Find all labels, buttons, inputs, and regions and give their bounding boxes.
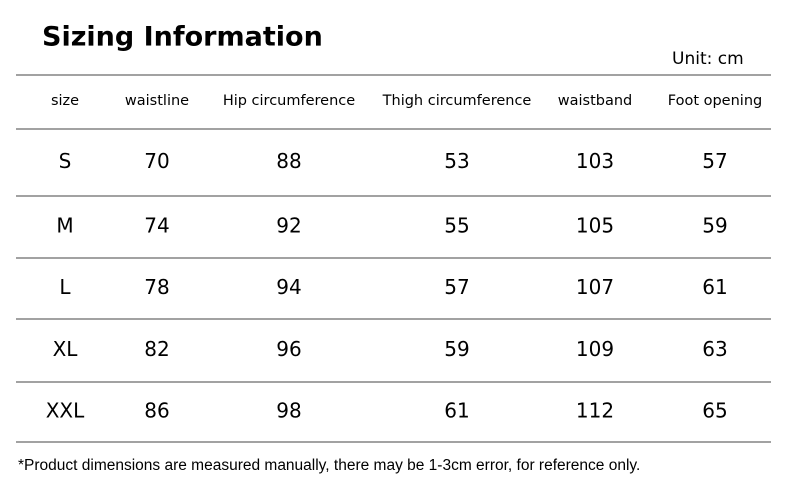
cell: 92 [276,214,301,238]
cell: 109 [576,337,614,361]
title: Sizing Information [42,22,323,53]
cell: 88 [276,149,301,173]
size-label: L [59,275,71,299]
footnote: *Product dimensions are measured manuall… [18,457,640,474]
column-header: Thigh circumference [382,93,532,109]
column-header: waistline [125,93,189,109]
column-header: size [51,93,79,109]
cell: 55 [444,214,469,238]
cell: 98 [276,399,301,423]
column-header: waistband [558,93,633,109]
size-label: XL [53,337,79,361]
unit: Unit: cm [672,49,744,69]
cell: 105 [576,214,614,238]
size-label: M [56,214,73,238]
cell: 61 [444,399,469,423]
cell: 103 [576,149,614,173]
cell: 61 [702,275,727,299]
cell: 59 [444,337,469,361]
cell: 57 [444,275,469,299]
cell: 86 [144,399,169,423]
cell: 59 [702,214,727,238]
size-label: S [59,149,72,173]
cell: 107 [576,275,614,299]
column-header: Foot opening [668,93,762,109]
column-header: Hip circumference [223,93,355,109]
cell: 74 [144,214,169,238]
cell: 57 [702,149,727,173]
cell: 82 [144,337,169,361]
cell: 78 [144,275,169,299]
cell: 96 [276,337,301,361]
cell: 53 [444,149,469,173]
cell: 112 [576,399,614,423]
cell: 94 [276,275,301,299]
cell: 70 [144,149,169,173]
cell: 65 [702,399,727,423]
size-label: XXL [46,399,85,423]
cell: 63 [702,337,727,361]
